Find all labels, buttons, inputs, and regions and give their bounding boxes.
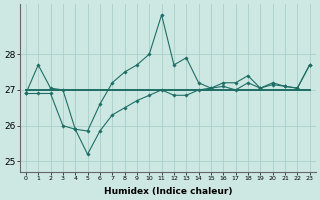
X-axis label: Humidex (Indice chaleur): Humidex (Indice chaleur) [104, 187, 232, 196]
